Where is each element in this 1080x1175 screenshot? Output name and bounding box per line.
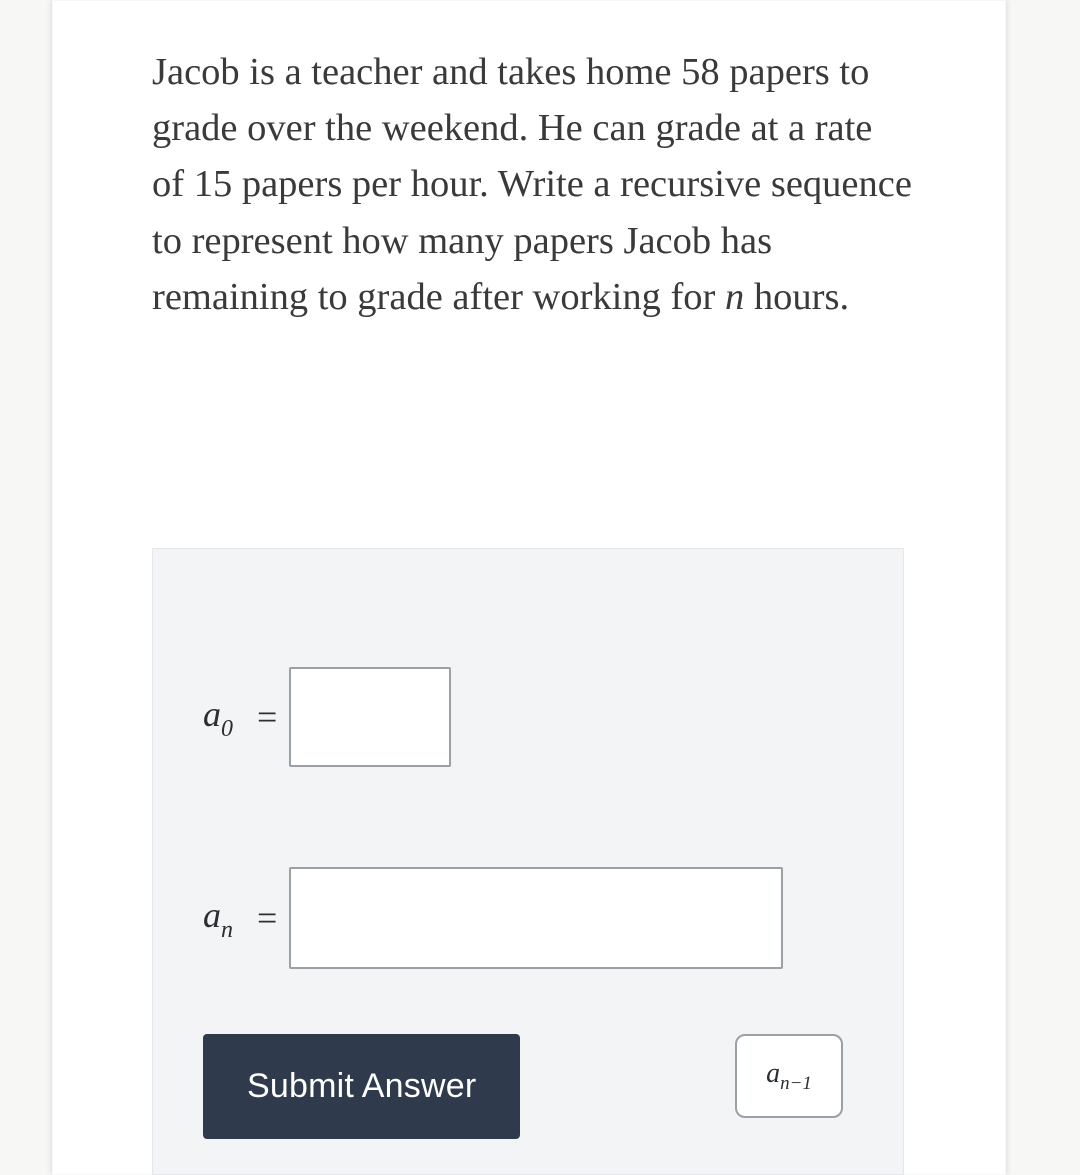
submit-button[interactable]: Submit Answer: [203, 1034, 520, 1139]
viewport: Jacob is a teacher and takes home 58 pap…: [0, 0, 1080, 1175]
var-a-n: a: [203, 895, 221, 935]
input-a0-wrap: [289, 667, 451, 767]
label-an: an: [203, 894, 233, 942]
question-text: Jacob is a teacher and takes home 58 pap…: [152, 44, 912, 325]
question-italic-n: n: [725, 276, 744, 318]
equals-1: =: [257, 696, 277, 738]
subscript-0: 0: [221, 716, 233, 742]
token-an-minus-1-button[interactable]: an−1: [735, 1034, 843, 1118]
subscript-n: n: [221, 917, 233, 943]
input-a0[interactable]: [291, 669, 449, 765]
row-a0: a0 =: [203, 667, 451, 767]
token-label: an−1: [766, 1058, 812, 1095]
input-an-wrap: [289, 867, 783, 969]
page-card: Jacob is a teacher and takes home 58 pap…: [52, 0, 1006, 1175]
label-a0: a0: [203, 693, 233, 741]
token-subscript: n−1: [780, 1073, 812, 1094]
equals-2: =: [257, 897, 277, 939]
token-var: a: [766, 1058, 780, 1089]
row-an: an =: [203, 867, 783, 969]
answer-panel: a0 = an = Submit Answer: [152, 548, 904, 1175]
var-a: a: [203, 694, 221, 734]
input-an[interactable]: [291, 869, 781, 967]
question-part-2: hours.: [744, 276, 849, 318]
submit-label: Submit Answer: [247, 1067, 476, 1106]
